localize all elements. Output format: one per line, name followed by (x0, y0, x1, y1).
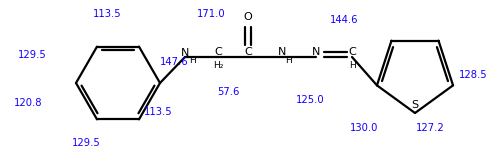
Text: H₂: H₂ (213, 60, 223, 69)
Text: 129.5: 129.5 (71, 138, 100, 148)
Text: O: O (244, 12, 252, 22)
Text: 129.5: 129.5 (18, 50, 47, 60)
Text: 57.6: 57.6 (217, 87, 239, 97)
Text: 120.8: 120.8 (14, 98, 43, 108)
Text: 127.2: 127.2 (416, 123, 444, 133)
Text: 113.5: 113.5 (144, 107, 172, 117)
Text: H: H (286, 56, 292, 65)
Text: 128.5: 128.5 (458, 70, 487, 80)
Text: C: C (214, 47, 222, 57)
Text: 171.0: 171.0 (196, 9, 225, 19)
Text: H: H (349, 60, 355, 69)
Text: 130.0: 130.0 (350, 123, 378, 133)
Text: C: C (244, 47, 252, 57)
Text: 125.0: 125.0 (296, 95, 324, 105)
Text: 144.6: 144.6 (330, 15, 359, 25)
Text: H: H (188, 56, 195, 65)
Text: N: N (278, 47, 286, 57)
Text: N: N (181, 48, 189, 58)
Text: 147.6: 147.6 (160, 57, 188, 67)
Text: 113.5: 113.5 (93, 9, 122, 19)
Text: C: C (348, 47, 356, 57)
Text: S: S (412, 100, 419, 110)
Text: N: N (312, 47, 320, 57)
